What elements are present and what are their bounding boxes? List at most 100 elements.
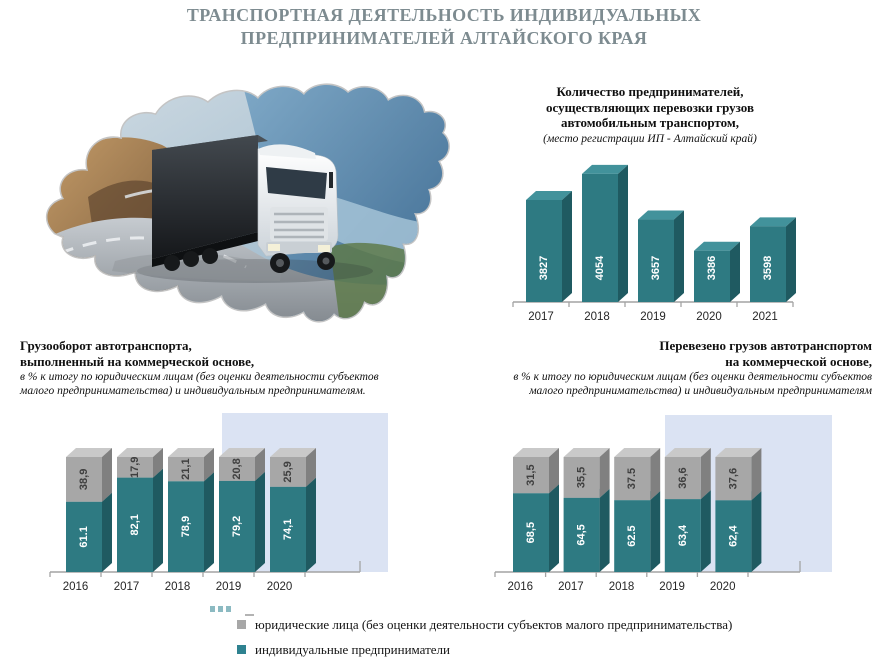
bar-value-label: 3657 <box>650 256 662 280</box>
bar-front-face <box>664 457 701 500</box>
bar-value-label: 61.1 <box>78 526 90 547</box>
bar-top-face <box>117 448 163 457</box>
cab-wheel-hub <box>276 259 284 267</box>
bar-top-face <box>219 448 265 457</box>
chart-goods-transported: 2016 2017 2018 2019 2020 68,5 31,5 64,5 35,5 62.5… <box>494 415 832 593</box>
bar-front-face <box>219 480 255 572</box>
bar-front-face <box>270 486 306 572</box>
bar-value-label: 37.5 <box>626 468 638 489</box>
freight-turnover-title-line: выполненный на коммерческой основе, <box>20 353 255 369</box>
bar-front-face <box>563 497 600 572</box>
bar-value-label: 62,4 <box>727 525 739 547</box>
year-label: 2018 <box>609 581 635 593</box>
bar-top-face <box>694 241 740 251</box>
bar-front-face <box>117 477 153 572</box>
bar-front-face <box>66 457 102 502</box>
bar-side-face <box>650 448 661 501</box>
bumper <box>266 242 332 253</box>
year-label: 2018 <box>165 581 191 593</box>
bar-side-face <box>650 491 661 572</box>
legend-item-legal-entities: юридические лица (без оценки деятельност… <box>237 617 732 633</box>
bar-value-label: 21,1 <box>180 458 192 479</box>
bar-front-face <box>513 457 549 494</box>
page-title: ТРАНСПОРТНАЯ ДЕЯТЕЛЬНОСТЬ ИНДИВИДУАЛЬНЫХ… <box>0 4 888 50</box>
bar-side-face <box>306 448 316 487</box>
bar-side-face <box>562 190 572 302</box>
count-chart-title-line: Количество предпринимателей, <box>556 84 744 99</box>
trailer-wheel <box>202 248 218 264</box>
count-chart-subtitle: (место регистрации ИП - Алтайский край) <box>543 132 757 145</box>
bar-side-face <box>549 448 559 494</box>
bar-top-face <box>563 448 610 457</box>
bar-value-label: 35,5 <box>576 467 588 488</box>
headlight <box>318 245 330 252</box>
cab-wheel-hub <box>322 257 330 265</box>
count-chart-title-line: автомобильным транспортом, <box>561 115 739 130</box>
year-label: 2018 <box>584 311 610 323</box>
bar-front-face <box>270 457 306 487</box>
bar-top-face <box>513 448 559 457</box>
bar-front-face <box>168 481 204 572</box>
bar-side-face <box>204 472 214 572</box>
bar-value-label: 79,2 <box>231 516 243 537</box>
bar-value-label: 4054 <box>594 255 606 280</box>
freight-turnover-title: Грузооборот автотранспорта, выполненный … <box>20 338 392 398</box>
trailer-wheel <box>183 251 199 267</box>
bar-side-face <box>204 448 214 482</box>
bar-top-face <box>715 448 762 457</box>
bar-front-face <box>117 457 153 478</box>
bar-side-face <box>751 491 762 572</box>
goods-transported-title: Перевезено грузов автотранспортом на ком… <box>504 338 872 398</box>
hero-image-truck-russia-map <box>45 83 450 323</box>
windshield <box>266 167 327 199</box>
year-label: 2021 <box>752 311 778 323</box>
legend-swatch-teal <box>237 645 246 654</box>
year-label: 2020 <box>267 581 293 593</box>
bar-front-face <box>715 457 752 501</box>
bar-value-label: 64,5 <box>576 524 588 545</box>
bar-side-face <box>102 448 112 502</box>
year-label: 2020 <box>696 311 722 323</box>
bar-top-face <box>168 448 214 457</box>
bar-front-face <box>526 199 562 302</box>
grille-slats <box>274 212 324 239</box>
bar-value-label: 3386 <box>706 256 718 280</box>
page-title-line2: ПРЕДПРИНИМАТЕЛЕЙ АЛТАЙСКОГО КРАЯ <box>240 28 648 48</box>
bar-front-face <box>614 500 651 572</box>
bar-front-face <box>582 173 618 302</box>
bar-top-face <box>582 164 628 174</box>
bar-side-face <box>700 490 711 572</box>
bar-side-face <box>599 488 610 572</box>
goods-transported-title-line: на коммерческой основе, <box>725 353 872 369</box>
bar-top-face <box>526 190 572 200</box>
bar-top-face <box>614 448 661 457</box>
bar-value-label: 68,5 <box>525 522 537 543</box>
year-label: 2016 <box>63 581 89 593</box>
bar-front-face <box>513 493 549 572</box>
bar-value-label: 36,6 <box>677 467 689 488</box>
year-label: 2016 <box>508 581 534 593</box>
bar-side-face <box>255 471 265 572</box>
cab-roof-deflector <box>258 144 316 159</box>
bar-side-face <box>700 448 711 500</box>
bar-side-face <box>786 217 796 302</box>
year-label: 2017 <box>114 581 140 593</box>
truck-illustration <box>112 135 373 283</box>
bar-top-face <box>638 210 684 220</box>
freight-turnover-subtitle: в % к итогу по юридическим лицам (без оц… <box>20 371 379 397</box>
bar-top-face <box>664 448 711 457</box>
bar-top-face <box>66 448 112 457</box>
year-label: 2017 <box>528 311 554 323</box>
bar-side-face <box>255 448 265 481</box>
year-label: 2017 <box>558 581 584 593</box>
bar-value-label: 3827 <box>538 256 550 280</box>
bar-front-face <box>614 457 651 501</box>
bar-value-label: 3598 <box>762 256 774 280</box>
bar-side-face <box>599 448 610 498</box>
bar-value-label: 62.5 <box>626 525 638 546</box>
trailer-wheel <box>164 255 180 271</box>
chart-freight-turnover: 2016 2017 2018 2019 2020 61.1 38,9 82,1 17,9 78,9… <box>49 413 388 593</box>
goods-transported-title-line: Перевезено грузов автотранспортом <box>659 338 872 353</box>
legend-label: юридические лица (без оценки деятельност… <box>255 617 733 632</box>
tiny-teal-artifact <box>210 606 234 612</box>
